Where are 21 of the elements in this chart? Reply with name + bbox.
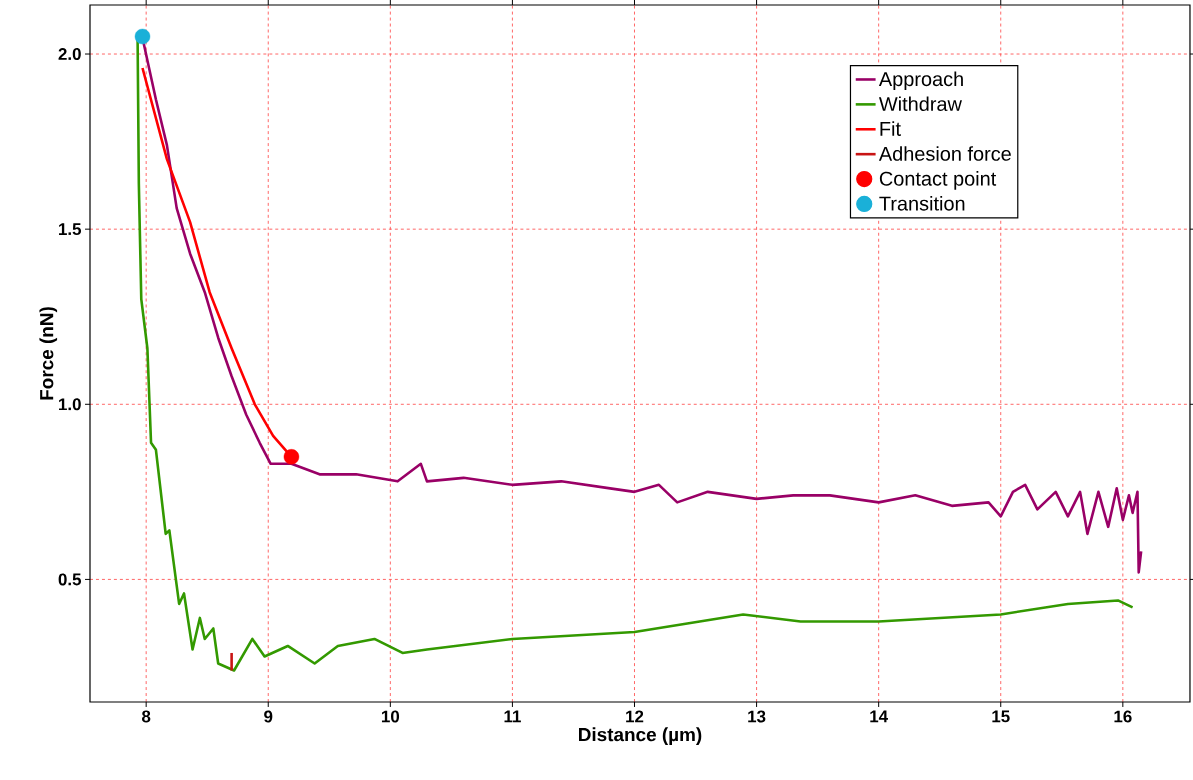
x-axis-title: Distance (µm) xyxy=(579,727,702,746)
legend-label: Contact point xyxy=(879,171,997,190)
x-tick-label: 12 xyxy=(626,710,644,723)
x-tick-label: 11 xyxy=(504,710,521,723)
y-tick-label: 1.0 xyxy=(59,398,81,411)
x-tick-label: 16 xyxy=(1114,710,1132,723)
legend-label: Approach xyxy=(878,71,963,91)
legend-label: Adhesion force xyxy=(878,146,1011,161)
y-axis-title: Force (nN) xyxy=(39,307,58,400)
x-tick-label: 8 xyxy=(141,710,151,723)
y-tick-label: 1.5 xyxy=(59,223,82,236)
x-tick-label: 13 xyxy=(748,710,766,723)
legend-label: Fit xyxy=(880,121,901,136)
x-tick-label: 14 xyxy=(870,710,888,723)
y-tick-label: 2.0 xyxy=(58,48,81,61)
legend-label: Withdraw xyxy=(878,96,962,112)
x-tick-label: 9 xyxy=(264,710,273,723)
y-tick-label: 0.5 xyxy=(58,573,82,586)
x-tick-label: 15 xyxy=(992,710,1010,723)
legend-label: Transition xyxy=(879,196,965,211)
x-tick-label: 10 xyxy=(381,710,400,723)
